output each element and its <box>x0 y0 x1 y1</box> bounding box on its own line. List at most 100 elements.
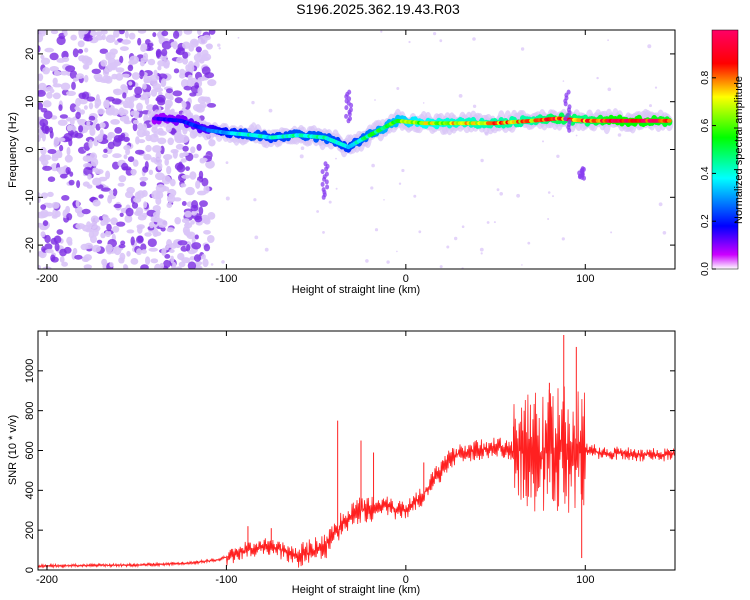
spectrogram-noise-blob <box>172 149 178 159</box>
spectrogram-noise-blob <box>164 245 169 251</box>
spectrogram-noise-blob <box>49 52 59 61</box>
spectrogram-noise-blob <box>115 73 124 81</box>
spectrogram-noise-blob <box>38 45 41 53</box>
spectrogram-noise-blob <box>48 126 54 134</box>
spectrogram-noise-blob <box>208 30 216 35</box>
spectrogram-noise-blob <box>119 252 126 261</box>
spectrogram-noise-blob <box>100 220 106 226</box>
spectrogram-noise-blob <box>194 234 199 240</box>
spectrogram-noise-blob <box>201 66 211 75</box>
spectrogram-noise-blob <box>42 100 52 108</box>
spectrogram-speckle <box>218 47 221 50</box>
spectrogram-noise-blob <box>167 137 174 146</box>
spectrogram-noise-blob <box>203 217 211 225</box>
spectrogram-noise-blob <box>105 34 116 43</box>
spectrogram-noise-blob <box>149 221 155 229</box>
spectrogram-noise-blob <box>56 229 64 235</box>
spectrogram-noise-blob <box>38 102 44 110</box>
spectrogram-noise-blob <box>72 247 78 255</box>
spectrogram-noise-blob <box>125 207 134 217</box>
spectrogram-noise-blob <box>54 242 60 252</box>
spectrogram-noise-blob <box>47 176 56 182</box>
spectrogram-noise-blob <box>166 165 172 175</box>
spectrogram-noise-blob <box>149 78 158 86</box>
spectrogram-noise-blob <box>110 108 120 116</box>
spectrogram-noise-blob <box>113 30 120 38</box>
spectrogram-streak <box>566 89 571 95</box>
spectrogram-noise-blob <box>169 249 175 253</box>
spectrogram-noise-blob <box>94 97 102 107</box>
spectrogram-noise-blob <box>198 206 204 216</box>
spectrogram-noise-blob <box>182 57 189 65</box>
spectrogram-streak <box>324 179 329 185</box>
spectrogram-noise-blob <box>182 226 190 235</box>
spectrogram-noise-blob <box>137 30 147 34</box>
spectrogram-speckle <box>210 263 214 266</box>
spectrogram-noise-blob <box>83 105 88 110</box>
spectrogram-noise-blob <box>193 254 202 262</box>
spectrogram-noise-blob <box>86 184 93 189</box>
spectrogram-noise-blob <box>139 176 149 182</box>
spectrogram-noise-blob <box>83 264 92 269</box>
spectrogram-marks <box>38 30 674 269</box>
spectrogram-x-tick-label: -200 <box>36 273 58 285</box>
spectrogram-speckle <box>556 154 560 158</box>
snr-y-ticks: 0 200 400 600 800 1000 <box>24 359 675 573</box>
spectrogram-x-tick-label: 100 <box>576 273 594 285</box>
spectrogram-noise-blob <box>69 171 74 177</box>
spectrogram-speckle <box>480 252 483 255</box>
spectrogram-speckle <box>520 47 525 51</box>
spectrogram-noise-blob <box>183 85 193 91</box>
spectrogram-noise-blob <box>154 263 162 269</box>
spectrogram-noise-blob <box>148 169 154 175</box>
spectrogram-noise-blob <box>157 65 162 71</box>
spectrogram-noise-blob <box>119 46 129 51</box>
spectrogram-noise-blob <box>95 31 103 36</box>
spectrogram-speckle <box>561 237 565 241</box>
spectrogram-noise-blob <box>51 201 60 209</box>
spectrogram-speckle <box>253 198 257 202</box>
spectrogram-noise-blob <box>76 119 84 124</box>
spectrogram-noise-blob <box>83 124 93 130</box>
spectrogram-noise-blob <box>142 83 147 90</box>
spectrogram-speckle <box>480 158 484 163</box>
spectrogram-noise-blob <box>47 191 54 197</box>
spectrogram-noise-blob <box>40 204 47 210</box>
spectrogram-noise-blob <box>38 264 41 269</box>
spectrogram-noise-blob <box>189 256 196 261</box>
spectrogram-speckle <box>617 133 622 137</box>
colorbar-ticks: 0.0 0.2 0.4 0.6 0.8 <box>700 70 716 276</box>
spectrogram-noise-blob <box>95 35 104 41</box>
spectrogram-noise-blob <box>51 155 59 162</box>
spectrogram-streak <box>321 194 326 200</box>
spectrogram-noise-blob <box>188 64 195 73</box>
snr-y-tick-label: 600 <box>24 441 36 459</box>
spectrogram-speckle <box>300 146 305 150</box>
spectrogram-noise-blob <box>130 236 135 246</box>
spectrogram-noise-blob <box>64 154 73 163</box>
spectrogram-noise-blob <box>142 123 148 132</box>
spectrogram-noise-blob <box>196 143 202 151</box>
spectrogram-noise-blob <box>78 125 84 133</box>
spectrogram-noise-blob <box>168 193 174 200</box>
spectrogram-noise-blob <box>76 180 81 189</box>
spectrogram-noise-blob <box>195 180 201 189</box>
spectrogram-noise-blob <box>141 249 147 254</box>
spectrogram-noise-blob <box>122 92 127 99</box>
spectrogram-noise-blob <box>88 139 93 149</box>
spectrogram-noise-blob <box>202 258 209 268</box>
spectrogram-noise-blob <box>40 146 47 155</box>
spectrogram-speckle <box>386 260 390 264</box>
spectrogram-noise-blob <box>161 40 172 50</box>
spectrogram-noise-blob <box>186 244 191 252</box>
spectrogram-noise-blob <box>124 30 129 39</box>
spectrogram-noise-blob <box>126 250 131 257</box>
spectrogram-noise-blob <box>197 86 203 95</box>
spectrogram-noise-blob <box>189 171 197 180</box>
spectrogram-noise-blob <box>205 159 215 169</box>
spectrogram-speckle <box>575 134 578 137</box>
spectrogram-noise-blob <box>84 257 89 262</box>
spectrogram-streak <box>347 89 352 95</box>
spectrogram-noise-blob <box>38 30 47 37</box>
spectrogram-noise-blob <box>157 162 163 171</box>
